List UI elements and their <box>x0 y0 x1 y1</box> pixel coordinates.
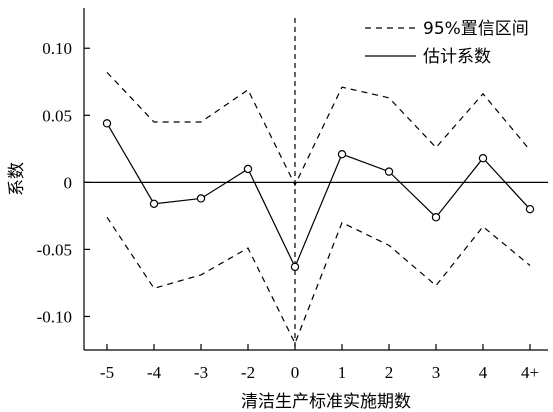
y-tick-label: 0.05 <box>42 106 72 125</box>
y-tick-label: -0.10 <box>37 307 72 326</box>
y-axis-title: 系数 <box>7 162 27 196</box>
ci-upper-line <box>106 71 531 187</box>
coefficient-point <box>431 213 441 222</box>
coefficient-point <box>102 119 112 128</box>
coefficient-point <box>525 204 535 214</box>
x-tick-label: 4+ <box>521 363 539 382</box>
x-tick-label: 2 <box>385 363 394 382</box>
series-layer <box>102 71 535 345</box>
coefficient-point <box>243 164 253 174</box>
ci-lower-line <box>106 216 531 345</box>
coefficient-point <box>196 194 206 203</box>
x-tick-label: 3 <box>432 363 441 382</box>
legend-ci-label: 95%置信区间 <box>423 19 529 39</box>
x-tick-label: -5 <box>100 363 114 382</box>
coefficient-point <box>290 262 300 272</box>
axes-layer: 0.10 0.05 0 -0.05 -0.10 -5 -4 -3 -2 0 1 2 3 4 4+ 清洁生产标准… <box>7 8 548 412</box>
coefficient-point <box>478 154 488 163</box>
coefficient-point <box>337 149 347 159</box>
coefficient-point <box>149 199 159 209</box>
x-tick-label: -4 <box>147 363 162 382</box>
x-tick-label: -3 <box>194 363 208 382</box>
coefficient-point <box>384 167 394 176</box>
x-tick-label: -2 <box>241 363 255 382</box>
legend-coefficient-label: 估计系数 <box>423 47 491 67</box>
x-tick-label: 0 <box>291 363 300 382</box>
y-tick-label: -0.05 <box>37 240 72 259</box>
y-tick-label: 0 <box>64 173 73 192</box>
y-tick-label: 0.10 <box>42 39 72 58</box>
coefficient-line <box>106 123 531 269</box>
x-tick-label: 1 <box>338 363 347 382</box>
x-tick-label: 4 <box>479 363 488 382</box>
x-axis-title: 清洁生产标准实施期数 <box>241 392 411 412</box>
